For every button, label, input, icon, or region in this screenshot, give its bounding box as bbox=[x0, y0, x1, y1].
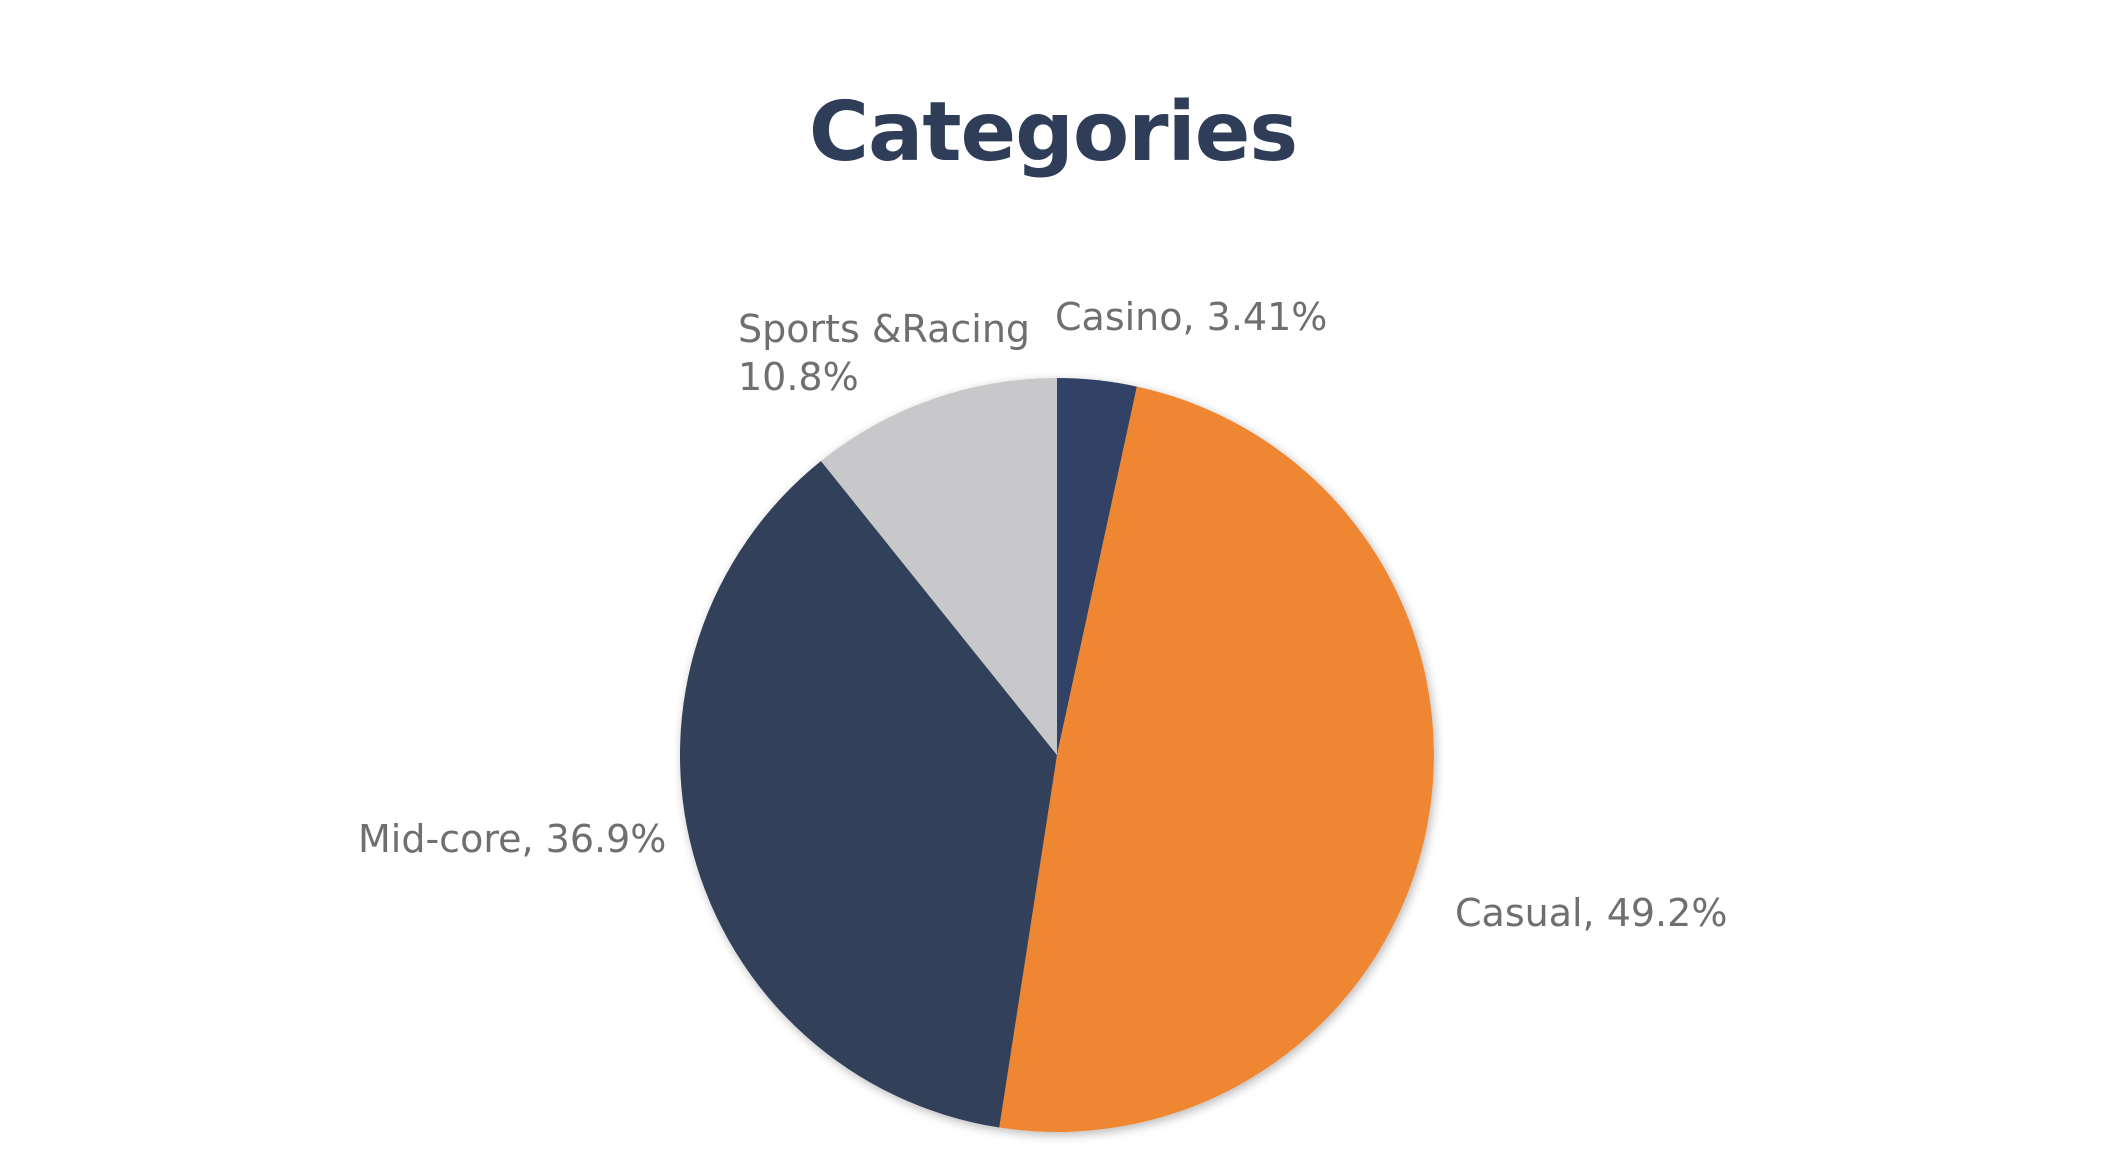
slice-label-casual: Casual, 49.2% bbox=[1455, 891, 1727, 935]
slice-label-line: 10.8% bbox=[738, 355, 859, 399]
pie-slice-mid-core bbox=[679, 461, 1057, 1128]
pie-slice-casino bbox=[1057, 378, 1137, 755]
slice-labels: Casino, 3.41% Casual, 49.2% Mid-core, 36.9… bbox=[358, 295, 1727, 935]
slice-label-line: Sports &Racing bbox=[738, 307, 1030, 351]
slice-label-mid-core: Mid-core, 36.9% bbox=[358, 817, 666, 861]
slice-label-line: Casual, 49.2% bbox=[1455, 891, 1727, 935]
slice-label-sports-racing: Sports &Racing 10.8% bbox=[738, 307, 1030, 399]
pie-slice-casual bbox=[999, 386, 1434, 1132]
slice-label-line: Mid-core, 36.9% bbox=[358, 817, 666, 861]
pie-slice-sports-racing bbox=[820, 378, 1057, 755]
pie-slices bbox=[679, 378, 1434, 1132]
slice-label-line: Casino, 3.41% bbox=[1055, 295, 1327, 339]
chart-title: Categories bbox=[808, 85, 1298, 180]
slice-label-casino: Casino, 3.41% bbox=[1055, 295, 1327, 339]
